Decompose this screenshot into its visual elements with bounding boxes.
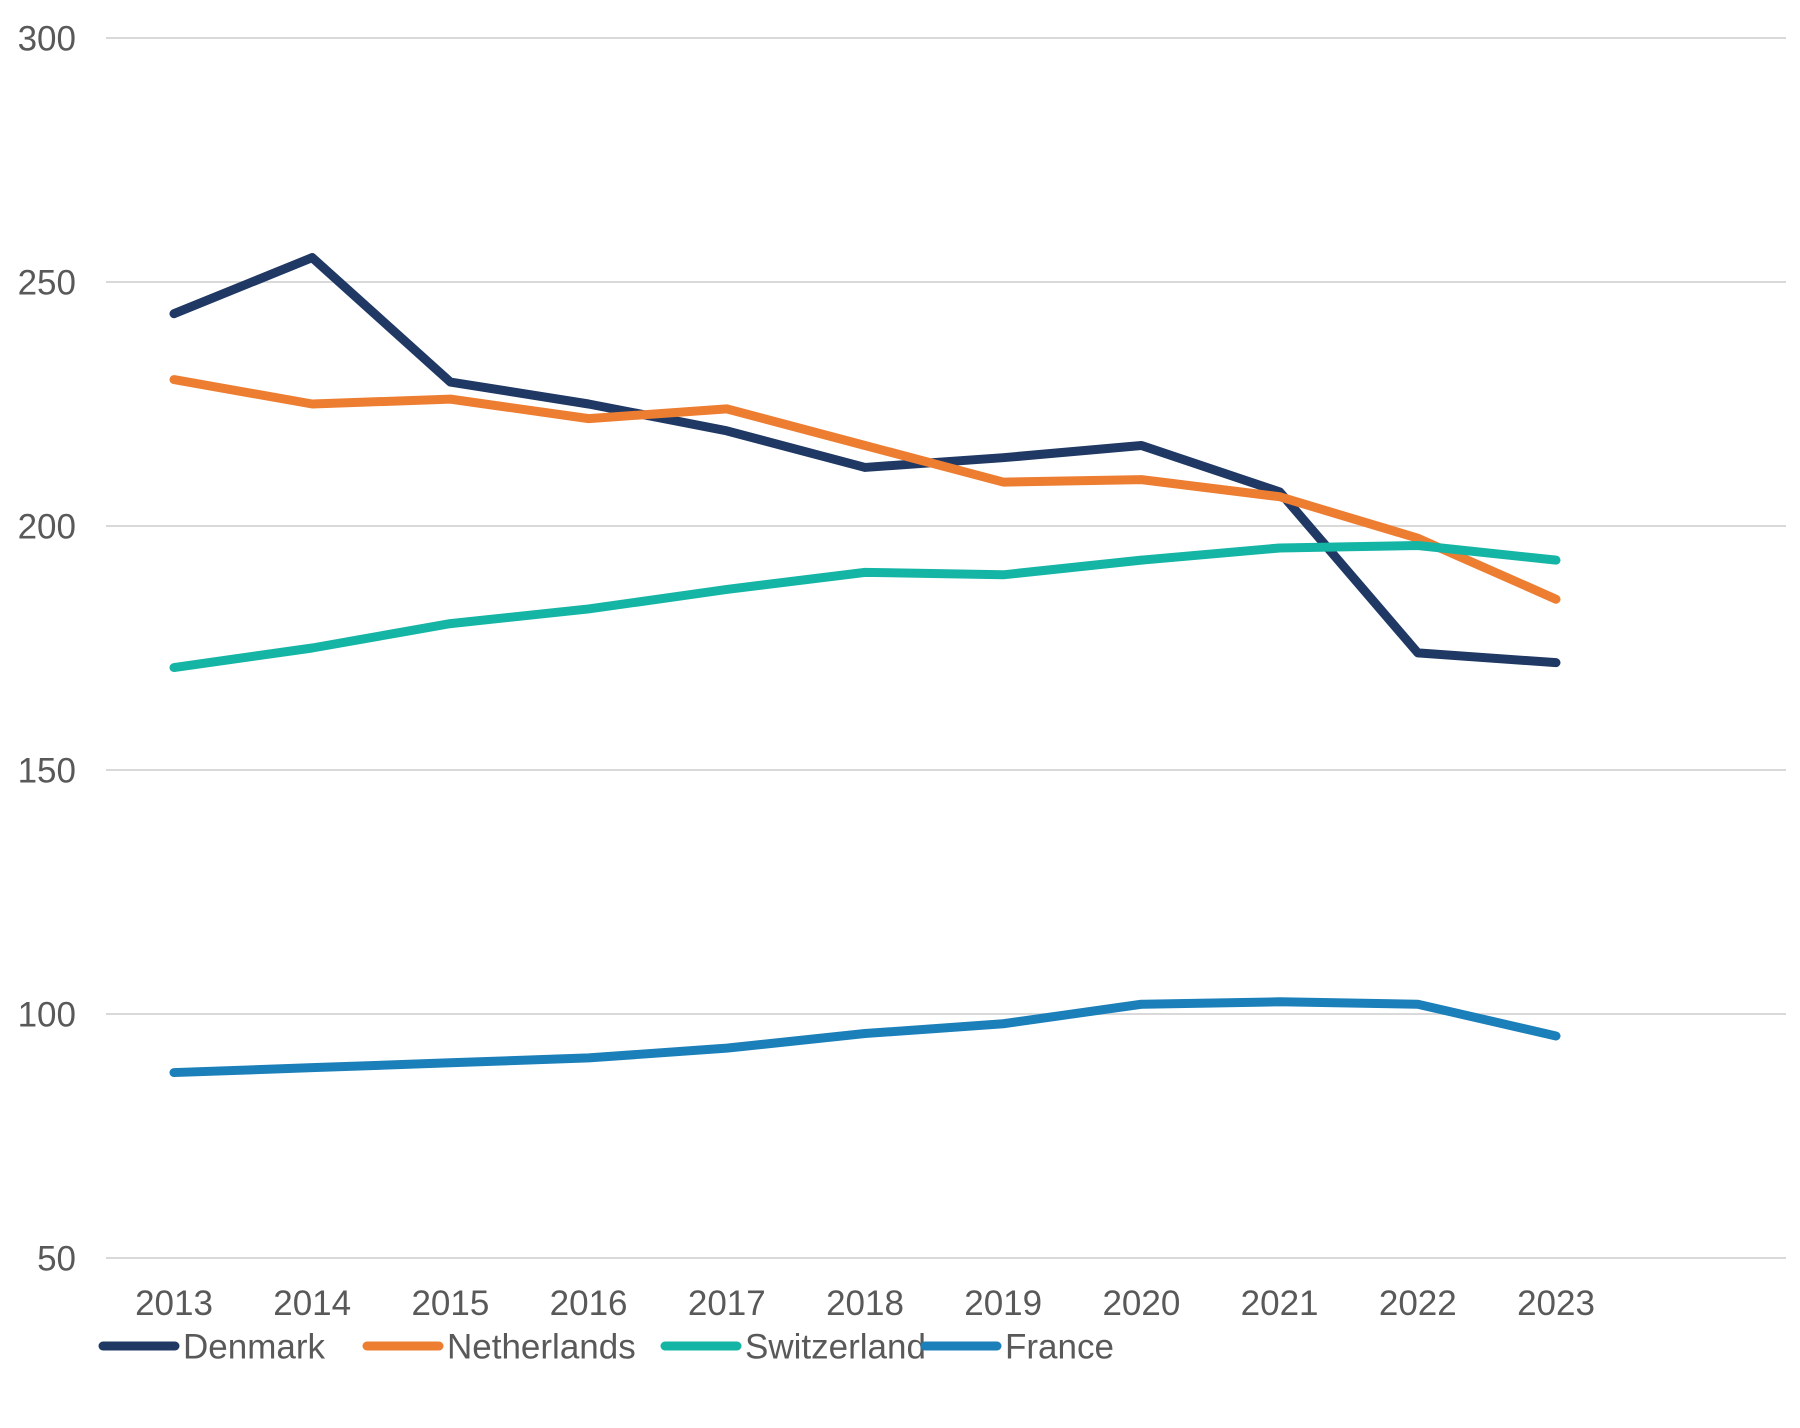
- y-tick-label: 250: [18, 263, 76, 302]
- legend-label-france: France: [1005, 1327, 1114, 1366]
- x-tick-label: 2017: [688, 1284, 766, 1323]
- legend-label-denmark: Denmark: [183, 1327, 325, 1366]
- y-tick-label: 150: [18, 751, 76, 790]
- x-tick-label: 2013: [135, 1284, 213, 1323]
- series-line-netherlands: [169, 375, 1561, 604]
- x-tick-label: 2018: [826, 1284, 904, 1323]
- x-tick-label: 2023: [1517, 1284, 1595, 1323]
- y-tick-label: 300: [18, 19, 76, 58]
- series-line-france: [169, 997, 1561, 1078]
- x-tick-label: 2014: [273, 1284, 351, 1323]
- x-tick-label: 2016: [550, 1284, 628, 1323]
- series-line-switzerland: [169, 541, 1561, 673]
- x-tick-label: 2021: [1241, 1284, 1319, 1323]
- y-tick-label: 200: [18, 507, 76, 546]
- x-tick-label: 2020: [1102, 1284, 1180, 1323]
- y-tick-label: 50: [37, 1239, 76, 1278]
- y-tick-label: 100: [18, 995, 76, 1034]
- series-line-denmark: [169, 253, 1561, 668]
- x-tick-label: 2022: [1379, 1284, 1457, 1323]
- x-tick-label: 2019: [964, 1284, 1042, 1323]
- legend-label-switzerland: Switzerland: [745, 1327, 926, 1366]
- x-tick-label: 2015: [411, 1284, 489, 1323]
- legend-label-netherlands: Netherlands: [447, 1327, 636, 1366]
